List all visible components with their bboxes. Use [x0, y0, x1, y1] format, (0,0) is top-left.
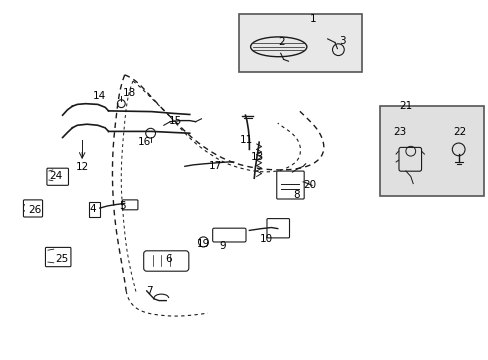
Text: 21: 21 [398, 101, 412, 111]
Text: 15: 15 [168, 116, 182, 126]
Text: 4: 4 [89, 204, 96, 214]
Text: 8: 8 [292, 190, 299, 201]
Text: 12: 12 [75, 162, 89, 172]
Bar [238, 14, 361, 72]
Text: 22: 22 [452, 127, 466, 138]
Text: 5: 5 [119, 201, 125, 211]
Text: 26: 26 [28, 205, 41, 215]
Text: 16: 16 [137, 137, 151, 147]
Text: 3: 3 [338, 36, 345, 46]
Text: 2: 2 [277, 37, 284, 48]
Text: 7: 7 [145, 286, 152, 296]
Text: 17: 17 [208, 161, 222, 171]
Text: 23: 23 [392, 127, 406, 138]
Bar [89, 202, 100, 217]
Text: 19: 19 [196, 239, 210, 249]
Text: 25: 25 [55, 254, 69, 264]
Text: 13: 13 [250, 152, 264, 162]
Text: 11: 11 [239, 135, 252, 145]
Text: 18: 18 [122, 88, 136, 98]
Text: 6: 6 [165, 254, 172, 264]
Bar [380, 106, 483, 196]
Text: 9: 9 [219, 241, 225, 251]
Text: 24: 24 [49, 171, 63, 181]
Text: 14: 14 [93, 91, 106, 102]
Text: 1: 1 [309, 14, 316, 24]
Text: 10: 10 [260, 234, 272, 244]
Text: 20: 20 [303, 180, 316, 190]
